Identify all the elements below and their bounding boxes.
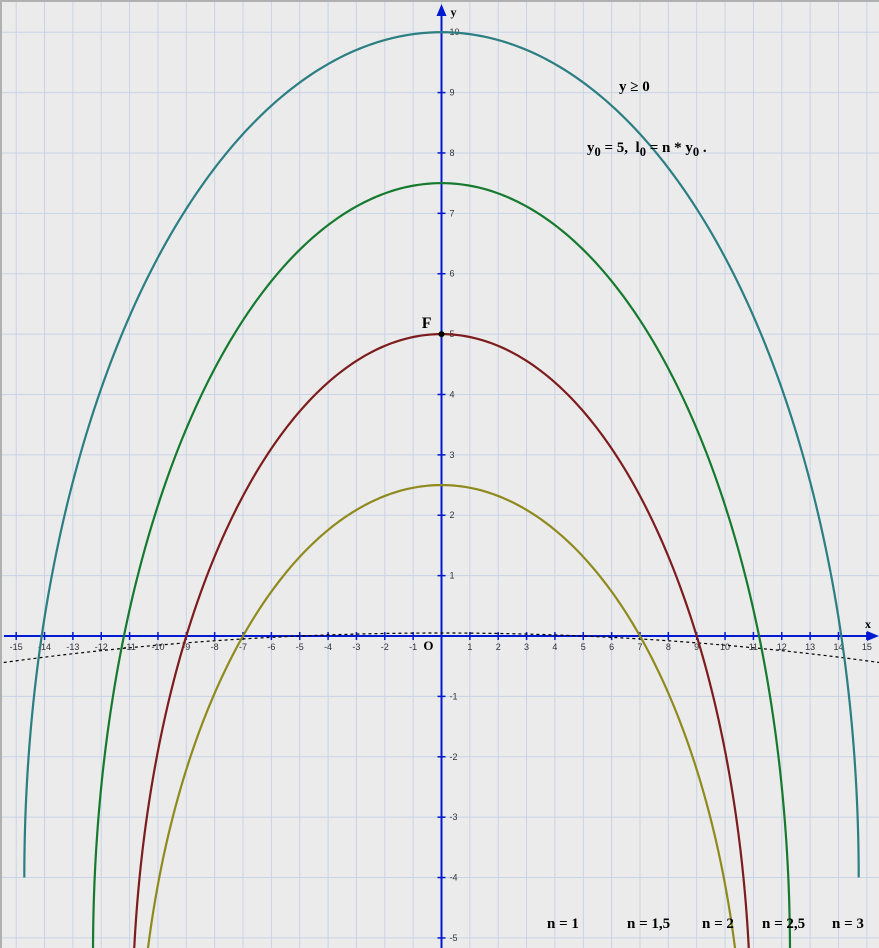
equation-1: y ≥ 0	[619, 79, 650, 96]
svg-text:-3: -3	[352, 642, 360, 652]
series-label-n1: n = 1	[547, 916, 579, 933]
plot-svg: xy-15-14-13-12-11-10-9-8-7-6-5-4-3-2-112…	[2, 2, 879, 948]
svg-text:-6: -6	[267, 642, 275, 652]
svg-text:1: 1	[467, 642, 472, 652]
svg-text:-13: -13	[66, 642, 79, 652]
series-label-n2: n = 2	[702, 916, 734, 933]
svg-text:4: 4	[552, 642, 557, 652]
svg-text:-7: -7	[239, 642, 247, 652]
svg-text:7: 7	[637, 642, 642, 652]
svg-text:9: 9	[450, 88, 455, 98]
svg-text:4: 4	[450, 389, 455, 399]
svg-text:10: 10	[720, 642, 730, 652]
equation-2: y0 = 5, l0 = n * y0 .	[587, 140, 707, 160]
svg-text:2: 2	[450, 510, 455, 520]
svg-text:-15: -15	[10, 642, 23, 652]
svg-text:-5: -5	[296, 642, 304, 652]
svg-text:-10: -10	[151, 642, 164, 652]
svg-text:13: 13	[805, 642, 815, 652]
svg-text:6: 6	[450, 269, 455, 279]
series-label-n1-5: n = 1,5	[627, 916, 670, 933]
svg-text:6: 6	[609, 642, 614, 652]
svg-text:y: y	[451, 5, 457, 19]
svg-text:-8: -8	[211, 642, 219, 652]
series-label-n3: n = 3	[832, 916, 864, 933]
svg-text:1: 1	[450, 571, 455, 581]
svg-text:8: 8	[666, 642, 671, 652]
svg-text:-5: -5	[450, 933, 458, 943]
svg-text:3: 3	[450, 450, 455, 460]
svg-text:x: x	[865, 617, 871, 631]
series-label-n2-5: n = 2,5	[762, 916, 805, 933]
svg-text:7: 7	[450, 208, 455, 218]
svg-text:5: 5	[581, 642, 586, 652]
svg-text:11: 11	[749, 642, 758, 652]
chart-frame: { "chart": { "type": "line", "canvas_px"…	[0, 0, 879, 948]
svg-text:-1: -1	[409, 642, 417, 652]
svg-text:-11: -11	[123, 642, 135, 652]
svg-text:15: 15	[862, 642, 872, 652]
svg-text:8: 8	[450, 148, 455, 158]
svg-text:3: 3	[524, 642, 529, 652]
svg-text:-4: -4	[450, 873, 458, 883]
svg-text:-1: -1	[450, 691, 458, 701]
svg-text:F: F	[422, 315, 432, 332]
svg-text:-2: -2	[450, 752, 458, 762]
svg-text:-3: -3	[450, 812, 458, 822]
svg-text:2: 2	[496, 642, 501, 652]
svg-text:-2: -2	[381, 642, 389, 652]
svg-text:O: O	[423, 638, 433, 653]
svg-text:-4: -4	[324, 642, 332, 652]
